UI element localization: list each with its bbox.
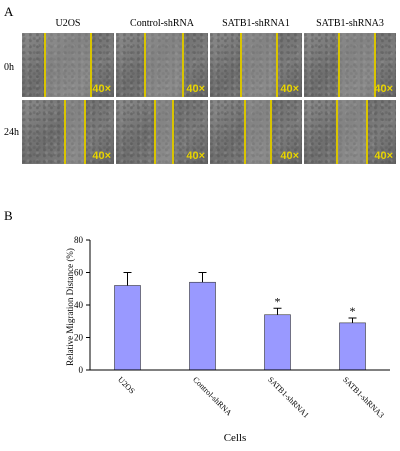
y-tick-label: 40: [74, 300, 84, 310]
significance-marker: *: [275, 294, 281, 308]
y-tick-label: 0: [79, 365, 84, 375]
y-tick-label: 60: [74, 268, 84, 278]
y-axis-label: Relative Migration Distance (%): [65, 248, 75, 366]
significance-marker: *: [350, 304, 356, 318]
micrograph-satb1-shrna3-24h: 40×: [304, 100, 396, 164]
bar-satb1-shrna3: [339, 322, 366, 371]
micrograph-control-shrna-24h: 40×: [116, 100, 208, 164]
row-label-0h: 0h: [4, 62, 14, 73]
migration-bar-chart: * * 0 20 40 60 80 U2OS Control-shRNA SATB1-shRNA…: [65, 235, 390, 444]
bar-u2os: [114, 285, 141, 371]
x-tick-label: Control-shRNA: [191, 375, 234, 418]
micrograph-u2os-0h: 40×: [22, 33, 114, 97]
panel-b-label: B: [4, 208, 13, 223]
x-tick-label: SATB1-shRNA1: [266, 375, 311, 420]
column-label-control-shrna: Control-shRNA: [130, 18, 194, 29]
column-label-satb1-shrna1: SATB1-shRNA1: [222, 18, 290, 29]
magnification-label: 40×: [280, 83, 299, 95]
micrograph-satb1-shrna1-24h: 40×: [210, 100, 302, 164]
column-label-u2os: U2OS: [55, 18, 81, 29]
bar-control-shrna: [189, 281, 216, 371]
magnification-label: 40×: [374, 83, 393, 95]
bar-satb1-shrna1: [264, 314, 291, 371]
x-axis-label: Cells: [224, 432, 247, 444]
panel-a-label: A: [4, 4, 14, 19]
magnification-label: 40×: [186, 83, 205, 95]
y-tick-label: 80: [74, 235, 84, 245]
magnification-label: 40×: [374, 150, 393, 162]
x-tick-label: U2OS: [116, 375, 137, 396]
micrograph-control-shrna-0h: 40×: [116, 33, 208, 97]
column-label-satb1-shrna3: SATB1-shRNA3: [316, 18, 384, 29]
magnification-label: 40×: [92, 83, 111, 95]
magnification-label: 40×: [186, 150, 205, 162]
micrograph-u2os-24h: 40×: [22, 100, 114, 164]
y-tick-label: 20: [74, 333, 84, 343]
row-label-24h: 24h: [4, 127, 19, 138]
micrograph-satb1-shrna1-0h: 40×: [210, 33, 302, 97]
x-tick-label: SATB1-shRNA3: [341, 375, 386, 420]
magnification-label: 40×: [92, 150, 111, 162]
magnification-label: 40×: [280, 150, 299, 162]
micrograph-satb1-shrna3-0h: 40×: [304, 33, 396, 97]
